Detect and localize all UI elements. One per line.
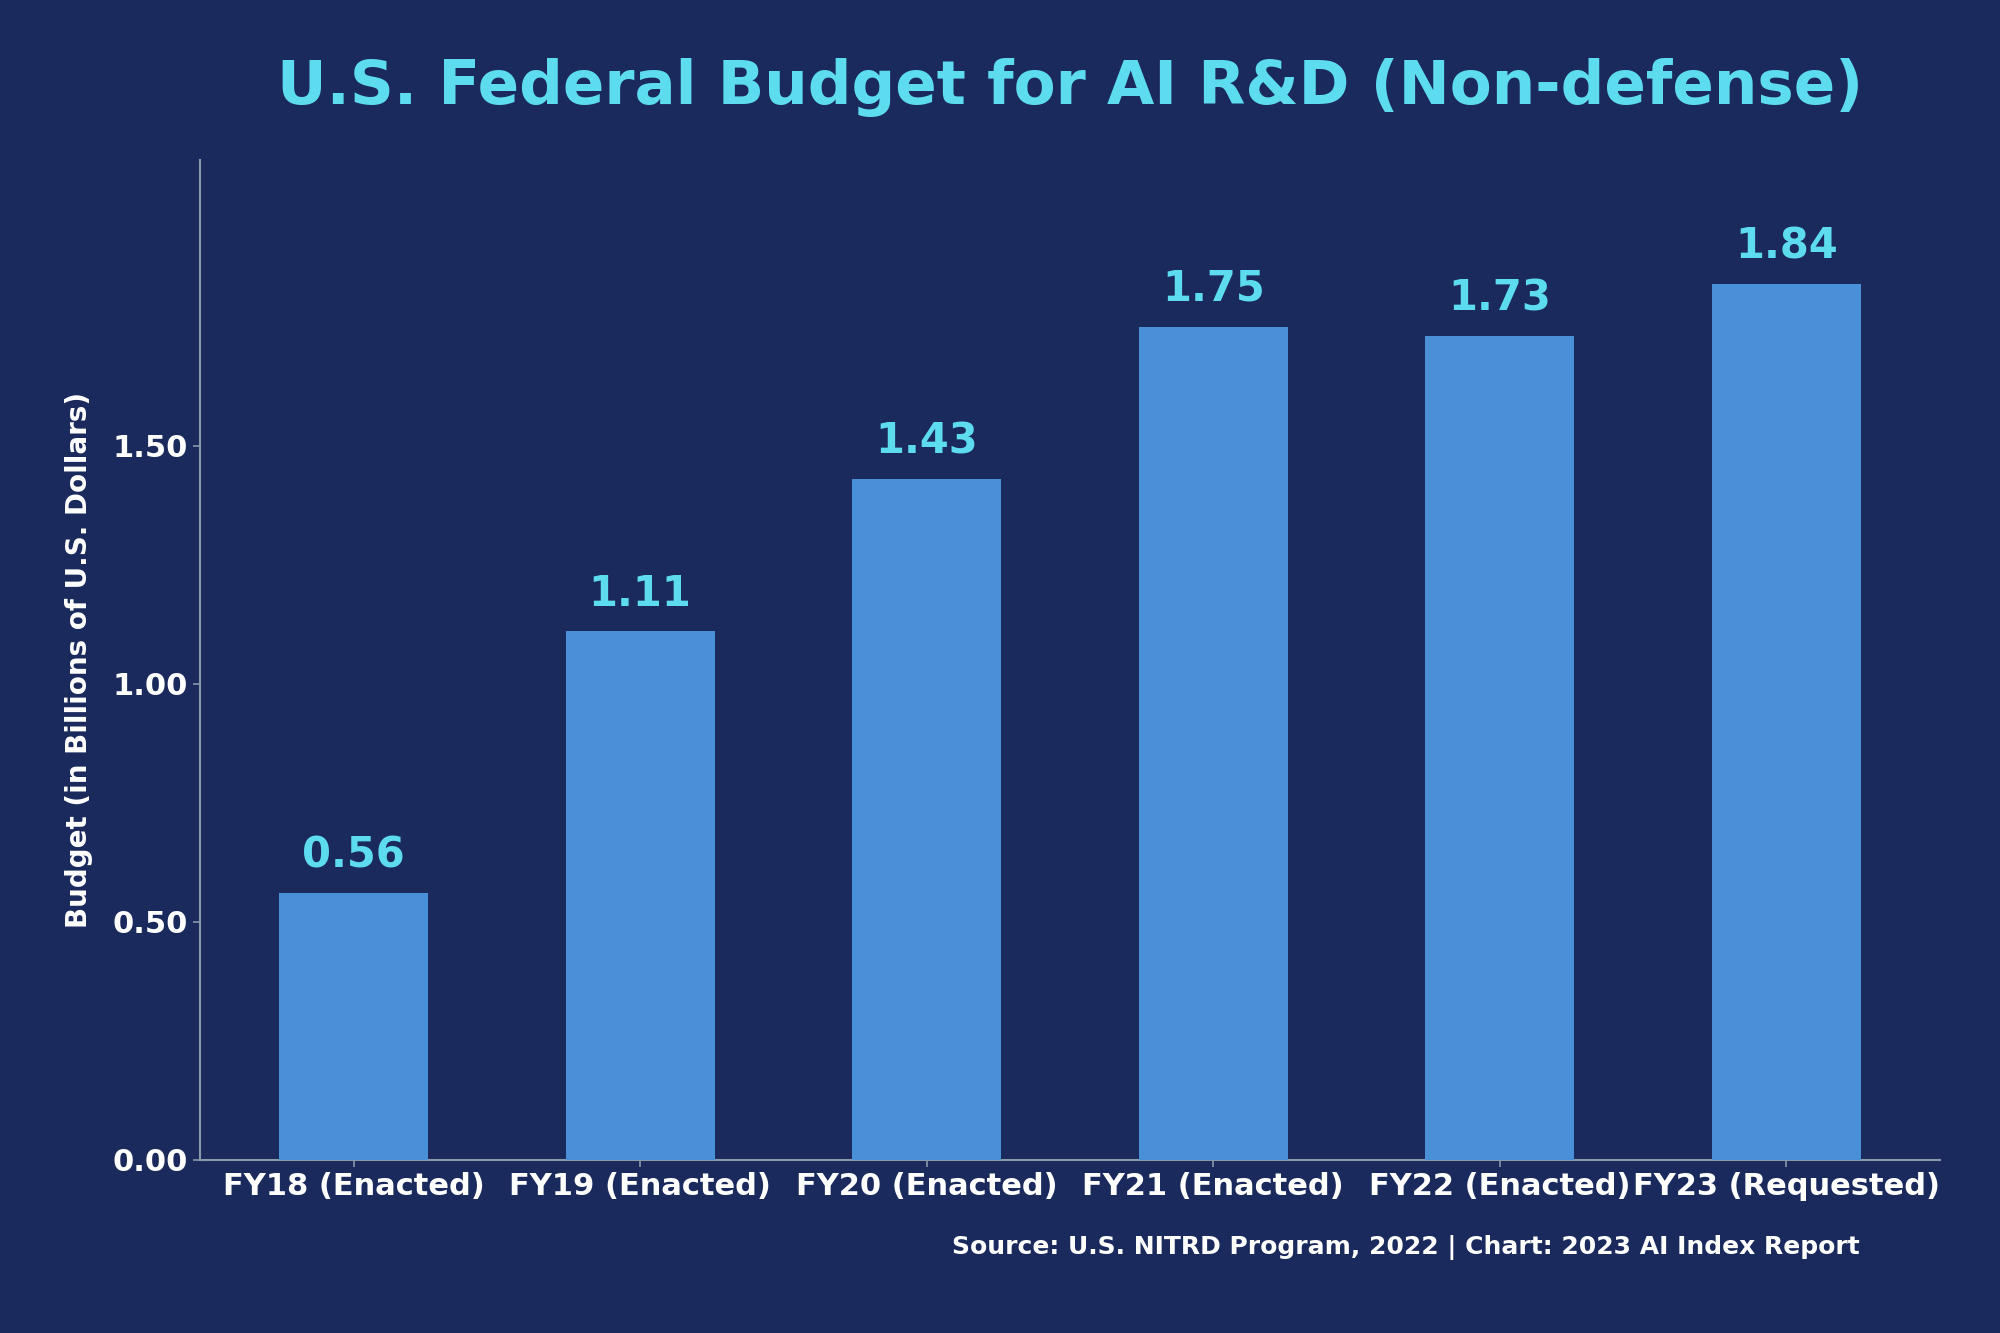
Bar	[1138, 327, 1288, 1160]
Y-axis label: Budget (in Billions of U.S. Dollars): Budget (in Billions of U.S. Dollars)	[66, 392, 94, 928]
Text: 0.56: 0.56	[302, 834, 404, 877]
Text: Source: U.S. NITRD Program, 2022 | Chart: 2023 AI Index Report: Source: U.S. NITRD Program, 2022 | Chart…	[952, 1234, 1860, 1260]
Bar	[280, 893, 428, 1160]
Bar	[566, 632, 714, 1160]
Bar	[852, 479, 1002, 1160]
Text: 1.73: 1.73	[1448, 277, 1552, 320]
Bar	[1712, 284, 1860, 1160]
Text: 1.11: 1.11	[588, 573, 692, 615]
Title: U.S. Federal Budget for AI R&D (Non-defense): U.S. Federal Budget for AI R&D (Non-defe…	[276, 59, 1864, 117]
Text: 1.75: 1.75	[1162, 268, 1264, 311]
Text: 1.43: 1.43	[876, 420, 978, 463]
Text: 1.84: 1.84	[1736, 225, 1838, 267]
Bar	[1426, 336, 1574, 1160]
